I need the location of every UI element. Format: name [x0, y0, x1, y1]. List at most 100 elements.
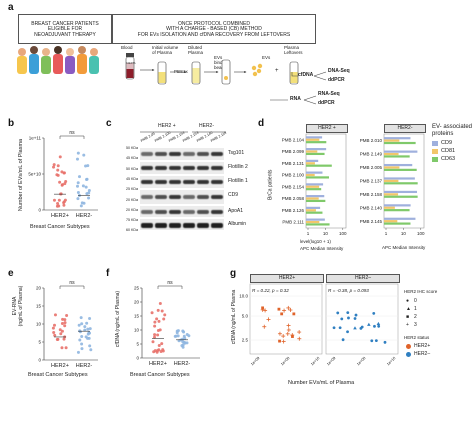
bar-cd9 — [306, 136, 323, 139]
bar-cd81 — [306, 162, 315, 165]
data-point — [83, 328, 87, 332]
data-point — [57, 198, 61, 202]
panel-b-xlabel: Breast Cancer Subtypes — [30, 224, 90, 230]
data-point — [85, 321, 89, 325]
blot-band — [155, 152, 167, 156]
data-point — [57, 204, 61, 208]
bar-cd9 — [306, 195, 325, 198]
blot-band — [183, 222, 195, 228]
patient-label: PMB 2.145 — [360, 219, 383, 224]
x-tick-label-0: HER2+ — [51, 213, 69, 219]
group-her2neg: HER2- — [199, 123, 215, 129]
group-her2pos: HER2 + — [158, 123, 176, 129]
legend-label: CD63 — [441, 156, 456, 162]
point-square — [278, 339, 281, 343]
data-point — [51, 326, 55, 330]
data-point — [87, 196, 91, 200]
blot-strip — [140, 162, 224, 174]
data-point — [181, 340, 185, 344]
blood-tube-icon — [125, 53, 135, 80]
panel-a-label: a — [8, 2, 14, 13]
data-point — [52, 331, 56, 335]
western-blot — [140, 148, 226, 240]
patient-label: PMB 2.149 — [360, 152, 383, 157]
data-point — [63, 324, 67, 328]
facet-d-her2pos: HER2 + — [306, 124, 348, 133]
data-point — [53, 313, 57, 317]
x-tick-label: 1e+10 — [310, 356, 320, 366]
bar-cd81 — [384, 206, 395, 209]
bar-cd9 — [384, 150, 418, 153]
panel-f-xlabel: Breast Cancer Subtypes — [130, 372, 190, 378]
data-point — [82, 153, 86, 157]
data-point — [86, 164, 90, 168]
bar-cd81 — [384, 139, 400, 142]
data-point — [52, 163, 56, 167]
data-point — [76, 197, 80, 201]
data-point — [158, 302, 162, 306]
data-point — [58, 155, 62, 159]
data-point — [63, 321, 67, 325]
panel-d-legend: CD9 CD81 CD63 — [432, 140, 472, 166]
kda-label: 20 KDa — [126, 197, 138, 202]
data-point — [156, 308, 160, 312]
point-triangle — [353, 326, 357, 330]
blot-band — [197, 222, 209, 228]
bar-cd63 — [306, 176, 330, 179]
panel-d-xlabel: APC Median Intensity — [300, 246, 344, 251]
tube-label: K2EDTA — [126, 62, 136, 65]
blot-strip — [140, 148, 224, 160]
data-point — [62, 203, 66, 207]
bar-cd81 — [306, 220, 320, 224]
data-point — [56, 202, 60, 206]
step-rna: RNA — [290, 96, 301, 102]
panel-c-label: c — [106, 118, 112, 129]
ihc-legend-label: 0 — [414, 298, 417, 304]
point-circle — [383, 340, 387, 344]
data-point — [76, 184, 80, 188]
blot-band — [197, 152, 209, 156]
data-point — [176, 329, 180, 333]
x-tick-label: 100 — [339, 231, 347, 236]
panel-f-plot: 25 20 15 10 5 0 HER2+ HER2- ns — [134, 280, 200, 367]
step-pbs: PBS1x — [174, 69, 188, 74]
data-point — [77, 175, 81, 179]
data-point — [55, 338, 59, 342]
blot-band — [141, 180, 153, 184]
panel-d-xlabel-right: APC Median Intensity — [382, 245, 426, 250]
bar-cd63 — [306, 188, 322, 191]
patient-label: PMB 2.154 — [282, 184, 305, 189]
blot-strip — [140, 206, 224, 217]
y-tick-label: 5 — [136, 342, 139, 347]
facet-d-her2neg: HER2- — [384, 124, 426, 133]
panel-d-label: d — [258, 118, 265, 129]
data-point — [59, 332, 63, 336]
point-circle — [336, 311, 340, 315]
significance-label: ns — [69, 280, 75, 286]
data-point — [187, 334, 191, 338]
bar-cd63 — [384, 182, 418, 185]
data-point — [151, 340, 155, 344]
y-tick-label: 15 — [36, 304, 42, 309]
ihc-shape-icon: ● — [406, 298, 410, 304]
bar-cd63 — [384, 195, 418, 198]
protocol-box-text: ONCE PROTOCOL COMBINED WITH A CHARGE - B… — [137, 20, 291, 38]
data-point — [56, 168, 60, 172]
data-point — [61, 317, 65, 321]
x-tick-label: 1 — [307, 231, 310, 236]
kda-label: 25 KDa — [126, 187, 138, 192]
data-point — [156, 333, 160, 337]
blot-band — [183, 166, 195, 170]
protein-label-tsg101: Tsg101 — [228, 150, 245, 156]
significance-label: ns — [69, 130, 75, 136]
data-point — [174, 334, 178, 338]
legend-item-cd63: CD63 — [432, 156, 455, 162]
blot-band — [183, 152, 195, 156]
significance-bracket — [157, 285, 183, 289]
panel-d-xlabel2: level(log10 + 1) — [300, 239, 331, 244]
patient-label: PMB 2.099 — [282, 149, 305, 154]
data-point — [153, 335, 157, 339]
group-lines — [140, 131, 226, 133]
protocol-box: ONCE PROTOCOL COMBINED WITH A CHARGE - B… — [112, 14, 316, 44]
blot-band — [211, 195, 223, 199]
